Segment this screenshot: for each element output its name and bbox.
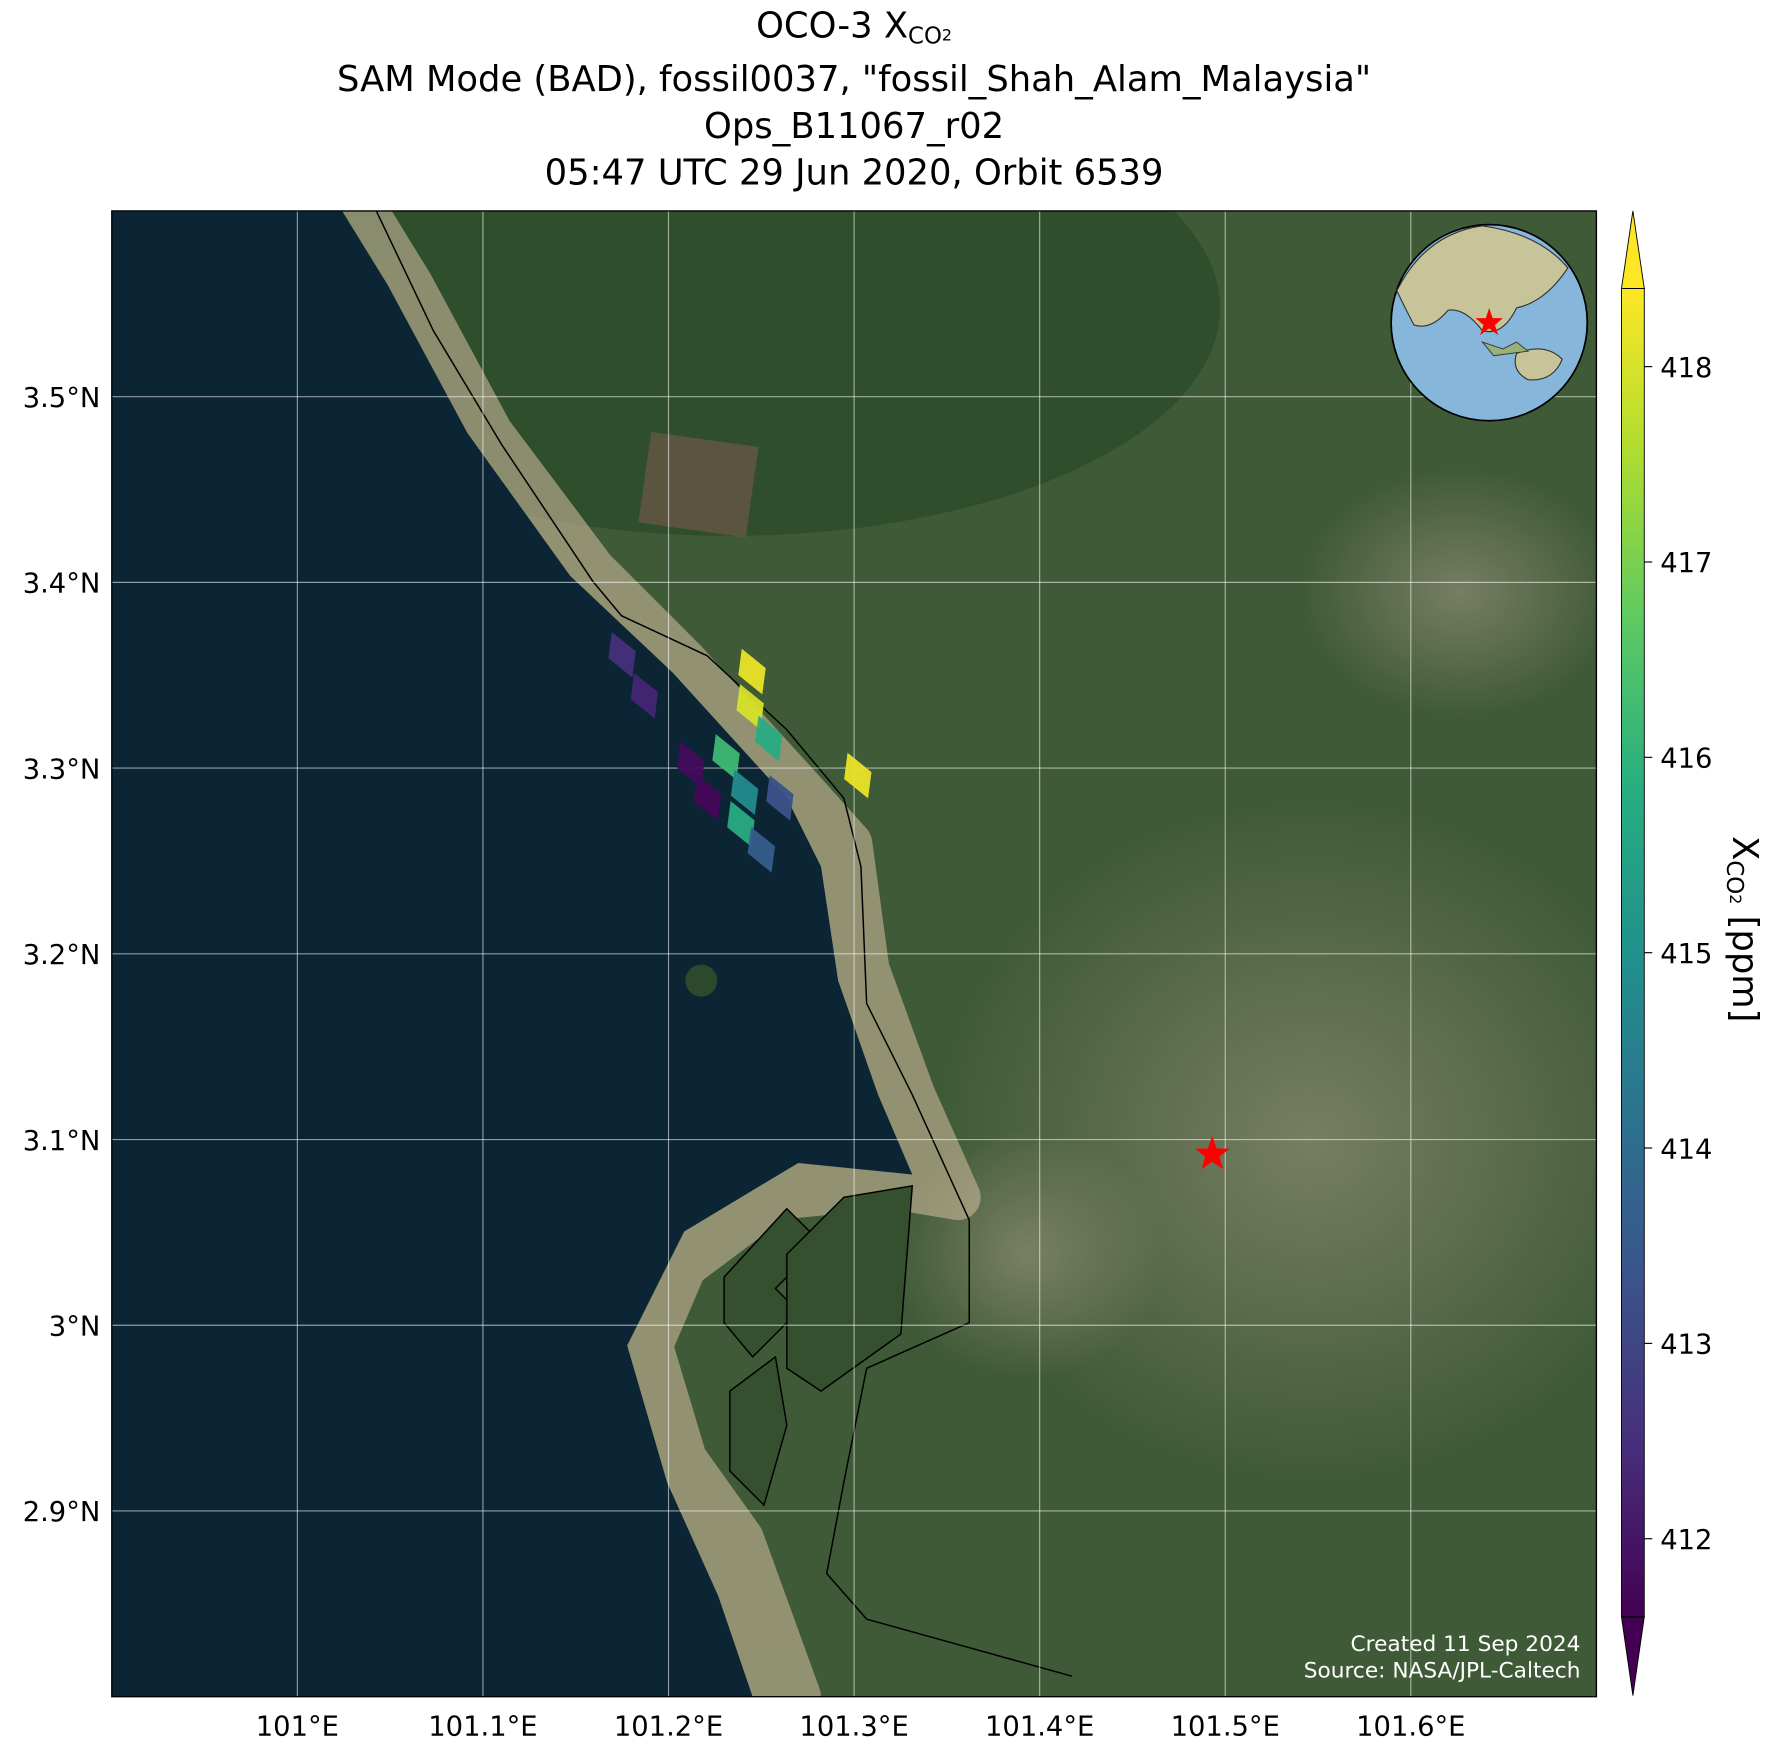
target-marker <box>1194 1136 1230 1170</box>
inset-globe <box>1390 223 1589 422</box>
globe-land <box>1480 341 1530 357</box>
globe-land <box>1514 348 1563 381</box>
urban-area <box>1299 467 1597 719</box>
credit-text: Created 11 Sep 2024 <box>1351 1632 1581 1657</box>
grid <box>111 210 1597 1697</box>
colorbar-extend-max <box>1620 210 1645 289</box>
sounding-footprint <box>608 632 636 678</box>
globe-marker <box>1475 307 1503 336</box>
sounding-footprint <box>766 775 794 821</box>
sounding-footprint <box>693 775 722 821</box>
colorbar-label-text: X <box>1724 836 1765 860</box>
map-frame <box>111 210 1598 1698</box>
x-tick-label: 101.3°E <box>799 1711 908 1742</box>
y-tick-label: 3.3°N <box>23 754 101 785</box>
colorbar-label-subscript: CO <box>1721 860 1747 894</box>
colorbar-label-subscript: 2 <box>1726 894 1745 904</box>
colorbar-tick-label: 413 <box>1660 1330 1712 1361</box>
x-tick-label: 101.1°E <box>428 1711 537 1742</box>
colorbar-label: XCO2 [ppm] <box>1721 836 1765 1022</box>
y-tick-label: 2.9°N <box>23 1497 101 1528</box>
colorbar-extend-min <box>1620 1616 1645 1696</box>
plantation <box>638 431 759 538</box>
title: 05:47 UTC 29 Jun 2020, Orbit 6539 <box>545 153 1164 194</box>
colorbar-tick-label: 417 <box>1660 548 1712 579</box>
globe-land <box>1396 225 1569 333</box>
colorbar-tick-label: 412 <box>1660 1525 1712 1556</box>
sounding-footprint <box>736 684 764 730</box>
sounding-footprint <box>738 648 766 695</box>
y-tick-label: 3.2°N <box>23 940 101 971</box>
colorbar-gradient <box>1621 288 1645 1617</box>
sounding-footprint <box>712 734 740 780</box>
title-block: SAM Mode (BAD), fossil0037, "fossil_Shah… <box>337 59 1371 194</box>
y-tick-label: 3.1°N <box>23 1126 101 1157</box>
title-text: OCO-3 X <box>756 6 908 47</box>
title: Ops_B11067_r02 <box>704 106 1004 147</box>
x-tick-label: 101.5°E <box>1171 1711 1280 1742</box>
title: SAM Mode (BAD), fossil0037, "fossil_Shah… <box>337 59 1371 100</box>
sounding-footprint <box>727 801 755 847</box>
sounding-footprint <box>755 715 783 762</box>
colorbar-label-text: [ppm] <box>1724 904 1765 1022</box>
island <box>786 1184 914 1393</box>
y-tick-label: 3.5°N <box>23 383 101 414</box>
x-tick-label: 101.6°E <box>1356 1711 1465 1742</box>
credit-text: Source: NASA/JPL-Caltech <box>1304 1658 1581 1683</box>
title: OCO-3 XCO2 <box>756 6 952 50</box>
sounding-footprint <box>747 827 775 873</box>
island <box>729 1355 788 1507</box>
y-tick-label: 3°N <box>49 1312 101 1343</box>
colorbar-tick-label: 416 <box>1660 744 1712 775</box>
x-tick-label: 101.4°E <box>985 1711 1094 1742</box>
sounding-footprint <box>630 672 659 719</box>
colorbar-tick-label: 418 <box>1660 353 1712 384</box>
coastline <box>375 210 1073 1677</box>
y-tick-label: 3.4°N <box>23 569 101 600</box>
island <box>685 964 718 997</box>
colorbar-tick-label: 414 <box>1660 1134 1712 1165</box>
x-tick-label: 101°E <box>256 1711 339 1742</box>
colorbar: 412 413 414 415 416 417 418 <box>1620 210 1712 1696</box>
data-layer <box>608 632 1230 1170</box>
x-tick-label: 101.2°E <box>614 1711 723 1742</box>
title-subscript: CO <box>908 23 942 49</box>
sounding-footprint <box>844 752 872 799</box>
colorbar-tick-label: 415 <box>1660 939 1712 970</box>
sounding-footprint <box>730 769 759 816</box>
title-subscript: 2 <box>942 26 952 45</box>
